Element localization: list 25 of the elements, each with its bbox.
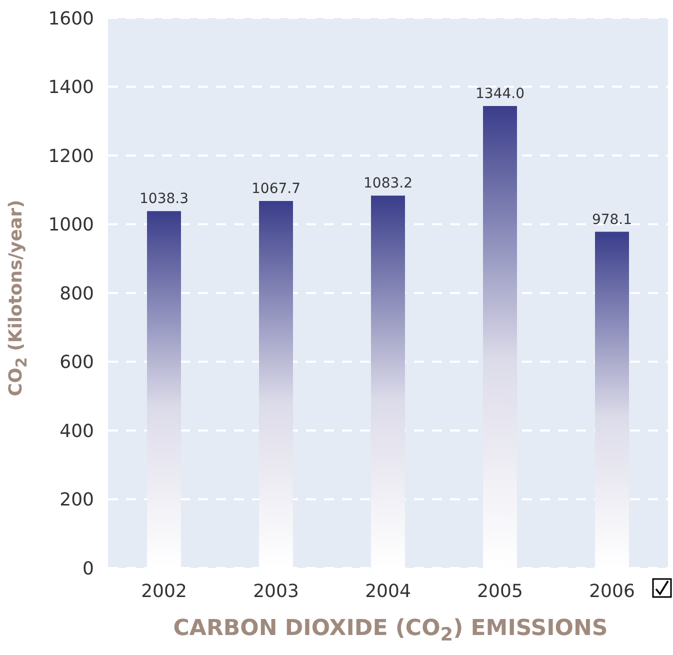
data-label: 978.1 xyxy=(592,212,632,228)
data-label: 1067.7 xyxy=(252,180,300,197)
y-tick-label: 0 xyxy=(82,558,94,580)
bar xyxy=(483,106,517,568)
text: CARBON DIOXIDE (CO$_{2}$) EMISSIONS xyxy=(172,616,609,646)
y-tick-label: 200 xyxy=(60,490,94,511)
x-tick-label: 2004 xyxy=(365,580,411,602)
x-tick-label: 2002 xyxy=(141,580,187,602)
y-tick-label: 1000 xyxy=(48,214,94,236)
bar xyxy=(371,196,405,568)
y-tick-label: 800 xyxy=(60,283,94,304)
y-tick-label: 600 xyxy=(60,352,94,374)
y-tick-label: 1200 xyxy=(48,146,94,167)
x-tick-label: 2006 xyxy=(589,580,635,602)
bar xyxy=(259,200,293,568)
x-tick-label: 2005 xyxy=(477,580,523,602)
data-label: 1344.0 xyxy=(476,86,524,102)
data-label: 1083.2 xyxy=(364,176,412,192)
y-tick-label: 400 xyxy=(60,420,94,442)
bar xyxy=(595,232,629,568)
y-tick-label: 1600 xyxy=(48,8,94,30)
x-tick-label: 2003 xyxy=(253,580,299,602)
y-tick-label: 1400 xyxy=(48,77,94,98)
bar xyxy=(147,211,181,568)
data-label: 1038.3 xyxy=(140,191,188,208)
